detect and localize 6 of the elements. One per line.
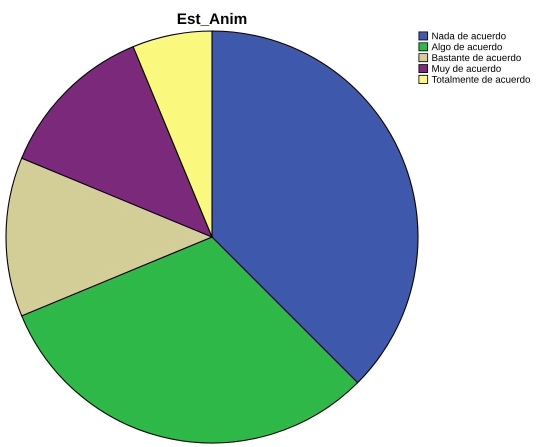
legend-label: Bastante de acuerdo	[432, 54, 521, 62]
legend-label: Nada de acuerdo	[432, 32, 506, 40]
legend-label: Algo de acuerdo	[432, 43, 502, 52]
legend-label: Muy de acuerdo	[432, 64, 501, 74]
chart-title: Est_Anim	[178, 12, 246, 26]
legend-label: Totalmente de acuerdo	[432, 76, 530, 83]
